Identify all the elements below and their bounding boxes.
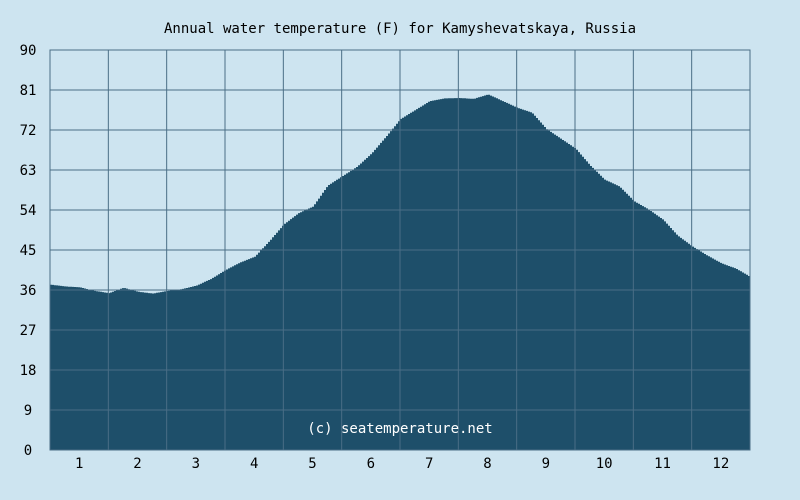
y-tick-label: 63 [20, 163, 37, 179]
x-tick-label: 11 [654, 456, 671, 472]
x-tick-label: 7 [425, 456, 433, 472]
y-tick-label: 90 [20, 43, 37, 59]
y-tick-label: 72 [20, 123, 37, 139]
y-tick-label: 0 [24, 443, 32, 459]
y-tick-label: 18 [20, 363, 37, 379]
y-tick-label: 9 [24, 403, 32, 419]
x-tick-label: 3 [192, 456, 200, 472]
x-tick-label: 10 [596, 456, 613, 472]
watermark: (c) seatemperature.net [307, 421, 492, 437]
y-tick-label: 81 [20, 83, 37, 99]
x-tick-label: 9 [542, 456, 550, 472]
x-tick-label: 12 [712, 456, 729, 472]
x-tick-label: 1 [75, 456, 83, 472]
y-tick-label: 54 [20, 203, 37, 219]
plot-border [49, 49, 751, 451]
x-tick-label: 6 [367, 456, 375, 472]
x-tick-label: 4 [250, 456, 258, 472]
y-tick-label: 45 [20, 243, 37, 259]
y-tick-label: 27 [20, 323, 37, 339]
chart-title: Annual water temperature (F) for Kamyshe… [164, 21, 636, 37]
x-tick-label: 8 [483, 456, 491, 472]
x-tick-label: 2 [133, 456, 141, 472]
x-tick-label: 5 [308, 456, 316, 472]
y-tick-label: 36 [20, 283, 37, 299]
